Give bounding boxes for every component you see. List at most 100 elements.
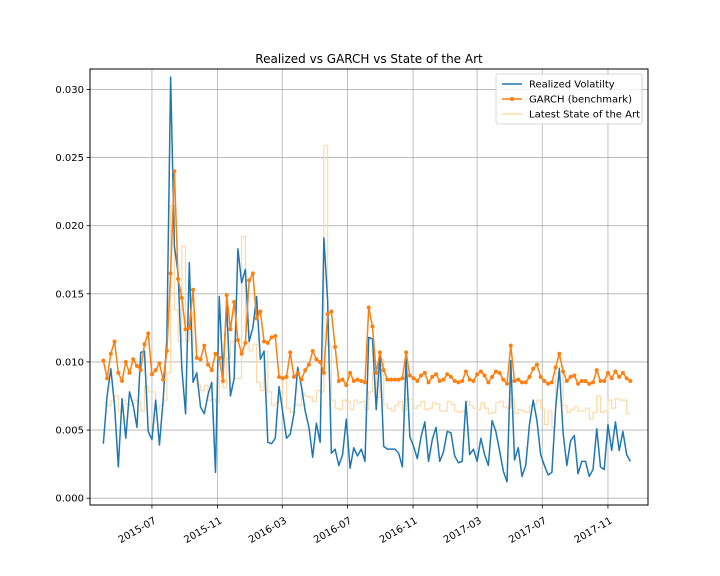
data-point [564,379,569,384]
data-point [131,357,136,362]
legend-label: Latest State of the Art [529,110,640,121]
data-point [213,351,218,356]
data-point [460,379,465,384]
data-point [262,339,267,344]
data-point [441,377,446,382]
data-point [516,377,521,382]
data-point [613,369,618,374]
data-point [299,377,304,382]
data-point [561,369,566,374]
data-point [534,362,539,367]
series-line [102,76,632,483]
data-point [179,295,184,300]
legend-box [495,73,643,125]
data-point [392,377,397,382]
data-point [235,338,240,343]
data-point [243,340,248,345]
data-point [463,369,468,374]
data-point [220,379,225,384]
data-point [127,370,132,375]
data-point [624,376,629,381]
data-point [108,351,113,356]
data-point [351,379,356,384]
data-point [232,299,237,304]
data-point [594,368,599,373]
data-point [448,374,453,379]
data-point [389,377,394,382]
data-point [277,374,282,379]
data-point [452,379,457,384]
data-point [202,343,207,348]
data-point [120,379,125,384]
series-layer [101,76,633,483]
data-point [149,372,154,377]
data-point [273,334,278,339]
data-point [209,368,214,373]
data-point [198,357,203,362]
data-point [355,377,360,382]
data-point [239,351,244,356]
data-point [512,379,517,384]
data-point [478,369,483,374]
data-point [194,355,199,360]
data-point [456,380,461,385]
data-point [303,368,308,373]
data-point [168,271,173,276]
data-point [183,327,188,332]
series-1 [101,169,633,388]
data-point [583,379,588,384]
data-point [430,374,435,379]
data-point [310,349,315,354]
data-point [385,377,390,382]
data-point [609,376,614,381]
data-point [602,379,607,384]
data-point [486,380,491,385]
data-point [620,370,625,375]
data-point [400,376,405,381]
data-point [508,343,513,348]
series-0 [102,76,632,483]
data-point [123,359,128,364]
data-point [523,380,528,385]
data-point [254,316,259,321]
data-point [538,374,543,379]
legend-label: GARCH (benchmark) [529,95,632,106]
data-point [157,361,162,366]
data-point [549,380,554,385]
legend-item: GARCH (benchmark) [502,95,632,106]
data-point [422,370,427,375]
data-point [415,379,420,384]
data-point [553,365,558,370]
data-point [370,324,375,329]
data-point [542,379,547,384]
data-point [531,366,536,371]
data-point [153,368,158,373]
data-point [471,379,476,384]
y-tick-label: 0.010 [55,357,84,368]
data-point [587,381,592,386]
series-line [102,170,631,386]
data-point [493,369,498,374]
data-point [321,370,326,375]
data-point [568,374,573,379]
data-point [247,278,252,283]
data-point [527,374,532,379]
y-tick-label: 0.000 [55,494,84,505]
data-point [340,377,345,382]
data-point [172,169,177,174]
data-point [224,293,229,298]
data-point [269,335,274,340]
data-point [579,379,584,384]
data-point [437,379,442,384]
data-point [116,370,121,375]
data-point [344,383,349,388]
data-point [497,370,502,375]
data-point [295,370,300,375]
data-point [101,358,106,363]
data-point [333,344,338,349]
data-point [546,381,551,386]
data-point [134,364,139,369]
data-point [359,379,364,384]
data-point [482,373,487,378]
